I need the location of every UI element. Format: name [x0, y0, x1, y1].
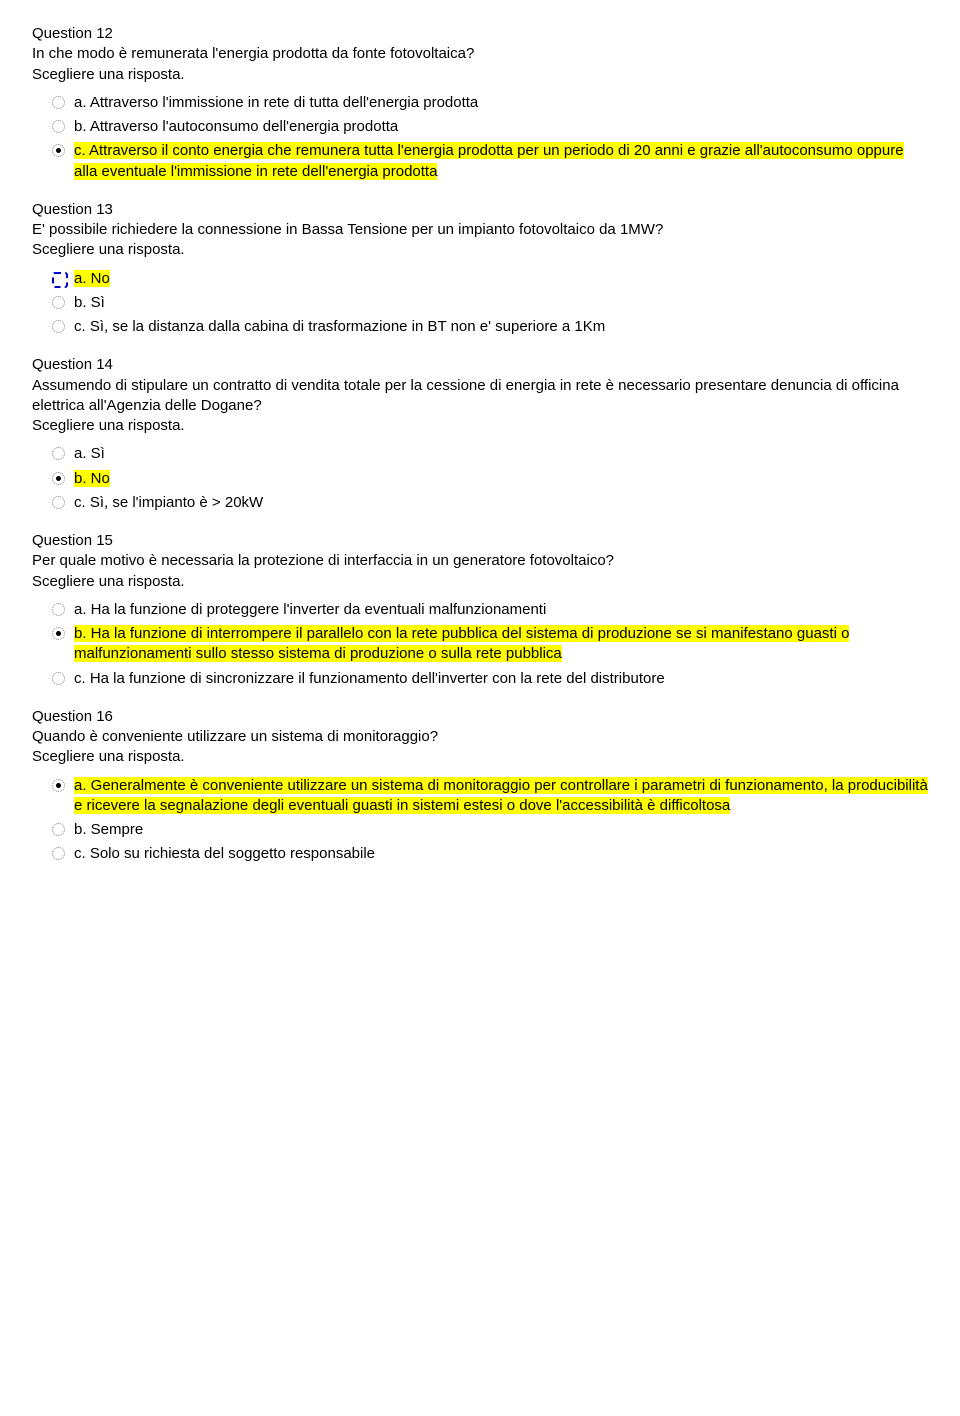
radio-wrap: [52, 844, 74, 860]
question-text: Quando è conveniente utilizzare un siste…: [32, 727, 928, 747]
radio-icon[interactable]: [52, 672, 65, 685]
document-root: Question 12In che modo è remunerata l'en…: [32, 24, 928, 865]
question-number: Question 12: [32, 24, 928, 44]
radio-icon[interactable]: [52, 120, 65, 133]
radio-wrap: [52, 141, 74, 157]
highlighted-text: a. Generalmente è conveniente utilizzare…: [74, 777, 928, 814]
option-row: b. Sì: [52, 293, 928, 313]
radio-icon[interactable]: [52, 272, 68, 288]
highlighted-text: b. No: [74, 470, 110, 487]
option-row: a. No: [52, 269, 928, 289]
radio-icon[interactable]: [52, 496, 65, 509]
question-block: Question 14Assumendo di stipulare un con…: [32, 355, 928, 513]
question-block: Question 13E' possibile richiedere la co…: [32, 200, 928, 338]
option-row: b. Ha la funzione di interrompere il par…: [52, 624, 928, 665]
option-row: c. Solo su richiesta del soggetto respon…: [52, 844, 928, 864]
options-list: a. Ha la funzione di proteggere l'invert…: [32, 600, 928, 689]
radio-icon[interactable]: [52, 779, 65, 792]
radio-wrap: [52, 600, 74, 616]
options-list: a. Sì b. No c. Sì, se l'impianto è > 20kW: [32, 444, 928, 513]
radio-wrap: [52, 469, 74, 485]
radio-icon[interactable]: [52, 296, 65, 309]
option-row: c. Sì, se la distanza dalla cabina di tr…: [52, 317, 928, 337]
option-text: b. Sì: [74, 293, 928, 313]
radio-wrap: [52, 293, 74, 309]
option-text: a. Generalmente è conveniente utilizzare…: [74, 776, 928, 817]
option-text: b. Attraverso l'autoconsumo dell'energia…: [74, 117, 928, 137]
option-text: b. Ha la funzione di interrompere il par…: [74, 624, 928, 665]
question-instruction: Scegliere una risposta.: [32, 747, 928, 767]
option-text: a. Ha la funzione di proteggere l'invert…: [74, 600, 928, 620]
option-row: a. Sì: [52, 444, 928, 464]
option-text: a. No: [74, 269, 928, 289]
option-row: c. Ha la funzione di sincronizzare il fu…: [52, 669, 928, 689]
option-text: c. Sì, se la distanza dalla cabina di tr…: [74, 317, 928, 337]
option-row: b. Sempre: [52, 820, 928, 840]
radio-icon[interactable]: [52, 847, 65, 860]
option-row: a. Attraverso l'immissione in rete di tu…: [52, 93, 928, 113]
option-row: c. Sì, se l'impianto è > 20kW: [52, 493, 928, 513]
question-number: Question 15: [32, 531, 928, 551]
question-block: Question 15Per quale motivo è necessaria…: [32, 531, 928, 689]
question-text: In che modo è remunerata l'energia prodo…: [32, 44, 928, 64]
question-instruction: Scegliere una risposta.: [32, 240, 928, 260]
option-row: a. Ha la funzione di proteggere l'invert…: [52, 600, 928, 620]
radio-wrap: [52, 317, 74, 333]
highlighted-text: a. No: [74, 270, 110, 287]
radio-wrap: [52, 269, 74, 288]
option-text: c. Solo su richiesta del soggetto respon…: [74, 844, 928, 864]
option-text: c. Attraverso il conto energia che remun…: [74, 141, 928, 182]
radio-icon[interactable]: [52, 320, 65, 333]
options-list: a. Generalmente è conveniente utilizzare…: [32, 776, 928, 865]
question-instruction: Scegliere una risposta.: [32, 65, 928, 85]
highlighted-text: c. Attraverso il conto energia che remun…: [74, 142, 904, 179]
option-text: b. Sempre: [74, 820, 928, 840]
highlighted-text: b. Ha la funzione di interrompere il par…: [74, 625, 849, 662]
radio-wrap: [52, 93, 74, 109]
question-text: Assumendo di stipulare un contratto di v…: [32, 376, 928, 417]
option-text: a. Sì: [74, 444, 928, 464]
option-text: b. No: [74, 469, 928, 489]
option-text: c. Ha la funzione di sincronizzare il fu…: [74, 669, 928, 689]
radio-icon[interactable]: [52, 472, 65, 485]
question-block: Question 16Quando è conveniente utilizza…: [32, 707, 928, 865]
question-number: Question 14: [32, 355, 928, 375]
radio-wrap: [52, 669, 74, 685]
option-text: a. Attraverso l'immissione in rete di tu…: [74, 93, 928, 113]
radio-icon[interactable]: [52, 603, 65, 616]
radio-wrap: [52, 444, 74, 460]
radio-icon[interactable]: [52, 144, 65, 157]
radio-wrap: [52, 776, 74, 792]
radio-wrap: [52, 493, 74, 509]
question-instruction: Scegliere una risposta.: [32, 572, 928, 592]
option-row: b. No: [52, 469, 928, 489]
question-text: Per quale motivo è necessaria la protezi…: [32, 551, 928, 571]
option-text: c. Sì, se l'impianto è > 20kW: [74, 493, 928, 513]
question-instruction: Scegliere una risposta.: [32, 416, 928, 436]
option-row: a. Generalmente è conveniente utilizzare…: [52, 776, 928, 817]
question-block: Question 12In che modo è remunerata l'en…: [32, 24, 928, 182]
radio-wrap: [52, 820, 74, 836]
option-row: c. Attraverso il conto energia che remun…: [52, 141, 928, 182]
question-number: Question 16: [32, 707, 928, 727]
radio-icon[interactable]: [52, 447, 65, 460]
radio-wrap: [52, 624, 74, 640]
radio-wrap: [52, 117, 74, 133]
option-row: b. Attraverso l'autoconsumo dell'energia…: [52, 117, 928, 137]
options-list: a. Attraverso l'immissione in rete di tu…: [32, 93, 928, 182]
radio-icon[interactable]: [52, 627, 65, 640]
radio-icon[interactable]: [52, 96, 65, 109]
question-text: E' possibile richiedere la connessione i…: [32, 220, 928, 240]
options-list: a. No b. Sì c. Sì, se la distanza dalla ca…: [32, 269, 928, 338]
question-number: Question 13: [32, 200, 928, 220]
radio-icon[interactable]: [52, 823, 65, 836]
